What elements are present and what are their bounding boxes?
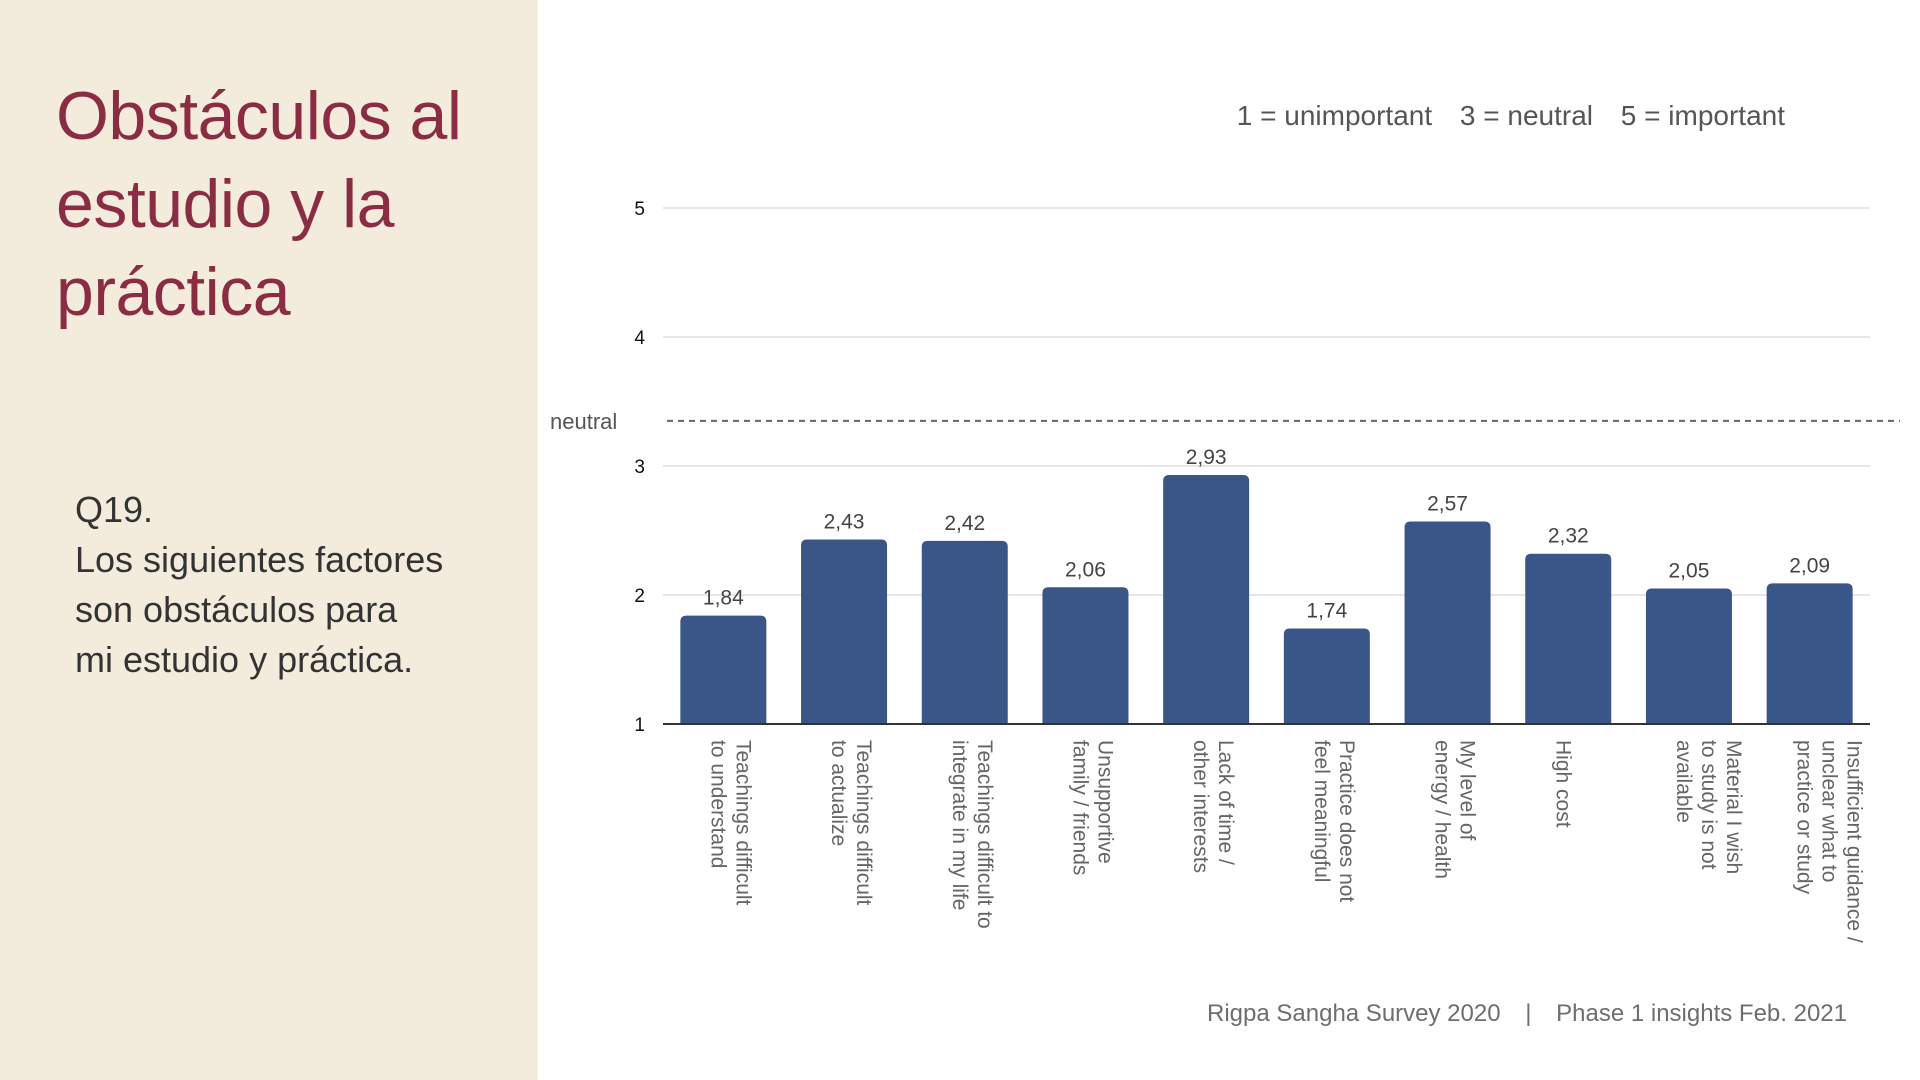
bar-value-label: 2,06 bbox=[1065, 558, 1106, 581]
bar-value-label: 2,57 bbox=[1427, 492, 1468, 515]
bar-value-label: 2,09 bbox=[1789, 554, 1830, 577]
category-label: Teachings difficult tointegrate in my li… bbox=[948, 740, 996, 929]
category-label-line: Teachings difficult bbox=[731, 740, 754, 906]
question-text-line: son obstáculos para bbox=[75, 589, 398, 630]
bar-value-label: 2,32 bbox=[1548, 525, 1589, 548]
bar bbox=[1645, 588, 1732, 724]
category-label-line: Practice does not bbox=[1335, 740, 1358, 902]
category-label-line: Material I wish bbox=[1722, 740, 1745, 874]
slide-title-line: Obstáculos al bbox=[56, 78, 462, 154]
category-label-line: feel meaningful bbox=[1310, 740, 1333, 882]
question-block: Q19. Los siguientes factores son obstácu… bbox=[75, 485, 515, 685]
scale-legend: 1 = unimportant 3 = neutral 5 = importan… bbox=[1217, 100, 1785, 132]
category-label-line: High cost bbox=[1551, 740, 1574, 828]
bar bbox=[1163, 475, 1250, 724]
category-label-line: other interests bbox=[1189, 740, 1212, 873]
category-label-line: practice or study bbox=[1793, 740, 1816, 895]
category-label-line: energy / health bbox=[1431, 740, 1454, 879]
category-label-line: available bbox=[1672, 740, 1695, 823]
bar bbox=[1283, 628, 1370, 724]
bar bbox=[1766, 583, 1853, 724]
bar bbox=[1525, 553, 1612, 724]
bar-value-label: 2,93 bbox=[1186, 446, 1227, 469]
bar-value-label: 1,84 bbox=[703, 587, 744, 610]
question-text-line: mi estudio y práctica. bbox=[75, 639, 414, 680]
category-label-line: to study is not bbox=[1697, 740, 1720, 870]
y-tick-label: 1 bbox=[634, 715, 645, 736]
y-tick-label: 2 bbox=[634, 586, 645, 607]
bar-value-label: 2,42 bbox=[944, 512, 985, 535]
y-tick-label: 5 bbox=[634, 199, 645, 220]
bar-value-label: 2,05 bbox=[1669, 560, 1710, 583]
category-label-line: Teachings difficult to bbox=[973, 740, 996, 929]
legend-item-neutral: 3 = neutral bbox=[1459, 100, 1594, 131]
legend-item-unimportant: 1 = unimportant bbox=[1236, 100, 1433, 131]
category-label: Material I wishto study is notavailable bbox=[1672, 740, 1745, 874]
category-label-line: to understand bbox=[706, 740, 729, 868]
bar bbox=[921, 540, 1008, 724]
category-label: High cost bbox=[1551, 740, 1574, 828]
footer-survey: Rigpa Sangha Survey 2020 bbox=[1207, 1000, 1501, 1027]
legend-item-important: 5 = important bbox=[1620, 100, 1785, 131]
category-label: Unsupportivefamily / friends bbox=[1068, 740, 1116, 875]
question-text-line: Los siguientes factores bbox=[75, 539, 444, 580]
slide-title-line: estudio y la bbox=[56, 166, 394, 242]
category-label-line: Unsupportive bbox=[1093, 740, 1116, 864]
footer: Rigpa Sangha Survey 2020 | Phase 1 insig… bbox=[1207, 1000, 1847, 1028]
y-tick-label: 3 bbox=[634, 457, 645, 478]
question-number: Q19. bbox=[75, 489, 154, 530]
y-tick-label: 4 bbox=[634, 328, 645, 349]
category-label-line: family / friends bbox=[1068, 740, 1091, 875]
footer-separator: | bbox=[1525, 1000, 1532, 1027]
category-label-line: to actualize bbox=[827, 740, 850, 846]
bar-value-label: 2,43 bbox=[824, 511, 865, 534]
category-label-line: Lack of time / bbox=[1214, 740, 1237, 865]
bar bbox=[801, 539, 888, 724]
bar bbox=[1042, 587, 1129, 724]
bar bbox=[680, 615, 767, 724]
bar-value-label: 1,74 bbox=[1306, 600, 1347, 623]
neutral-line-label: neutral bbox=[550, 409, 617, 434]
category-label: Lack of time /other interests bbox=[1189, 740, 1237, 873]
slide-title-line: práctica bbox=[56, 254, 291, 330]
category-label: My level ofenergy / health bbox=[1431, 740, 1479, 879]
left-panel bbox=[0, 0, 538, 1080]
footer-phase: Phase 1 insights Feb. 2021 bbox=[1556, 1000, 1847, 1027]
category-label-line: Insufficient guidance / bbox=[1843, 740, 1866, 943]
slide-title: Obstáculos al estudio y la práctica bbox=[56, 72, 516, 336]
category-label-line: integrate in my life bbox=[948, 740, 971, 910]
category-label: Insufficient guidance /unclear what topr… bbox=[1793, 740, 1866, 943]
category-label: Teachings difficultto understand bbox=[706, 740, 754, 906]
bar bbox=[1404, 521, 1491, 724]
category-label: Teachings difficultto actualize bbox=[827, 740, 875, 906]
category-label: Practice does notfeel meaningful bbox=[1310, 740, 1358, 902]
category-label-line: unclear what to bbox=[1818, 740, 1841, 882]
category-label-line: Teachings difficult bbox=[852, 740, 875, 906]
category-label-line: My level of bbox=[1456, 740, 1479, 841]
